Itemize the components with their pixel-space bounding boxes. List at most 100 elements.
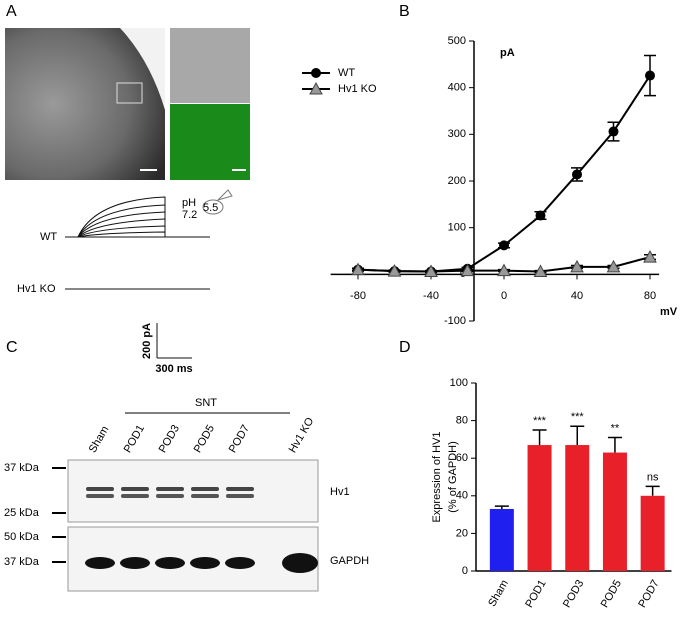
band <box>86 494 114 498</box>
x-tick-label: POD5 <box>599 578 624 610</box>
bar <box>489 508 514 571</box>
panel-label: C <box>6 339 18 356</box>
data-point <box>606 259 621 273</box>
marker-label: 25 kDa <box>4 507 40 519</box>
iv-chart: -1000100200300400500-80-4004080pAmVWTHv1… <box>302 35 678 327</box>
band <box>191 487 219 491</box>
y-tick-label: 300 <box>448 128 466 140</box>
panel-label: A <box>6 3 17 20</box>
band <box>226 494 254 498</box>
lane-label: POD3 <box>157 423 182 455</box>
lane-label: POD7 <box>227 423 252 455</box>
significance-label: ** <box>611 422 620 434</box>
bar <box>602 452 627 571</box>
lane-label: POD1 <box>122 423 147 455</box>
current-traces <box>65 196 210 359</box>
band <box>120 557 150 569</box>
band <box>226 487 254 491</box>
x-tick-label: POD7 <box>636 578 661 610</box>
x-tick-label: POD1 <box>523 578 548 610</box>
y-tick-label: 80 <box>456 415 468 427</box>
error-bar <box>607 436 622 453</box>
bar-chart: 0 20 40 60 80 100 Expression of HV1 (% of GAPDH… <box>431 377 672 610</box>
ph-icon <box>202 199 224 215</box>
error-bar <box>570 425 585 446</box>
band <box>121 487 149 491</box>
legend-marker <box>311 68 321 78</box>
trace-label: WT <box>40 231 57 243</box>
band <box>156 494 184 498</box>
y-axis-label: (% of GAPDH) <box>447 441 459 513</box>
y-tick-label: -100 <box>444 315 466 327</box>
legend-label: WT <box>338 67 355 79</box>
inset-box <box>116 82 143 104</box>
data-point <box>499 240 509 251</box>
band <box>156 487 184 491</box>
error-bar <box>645 485 660 496</box>
data-point <box>387 264 402 277</box>
micrograph-edge <box>120 28 165 110</box>
panel-label: B <box>399 3 410 20</box>
lane-label: Sham <box>87 424 112 455</box>
y-tick-label: 60 <box>456 452 468 464</box>
data-point <box>570 259 584 273</box>
brightfield-image <box>170 28 250 103</box>
y-tick-label: 200 <box>448 175 466 187</box>
error-bar <box>532 429 547 446</box>
y-tick-label: 500 <box>448 35 466 47</box>
data-point <box>608 126 619 137</box>
y-tick-label: 100 <box>450 377 468 389</box>
data-point <box>424 264 438 278</box>
bar <box>527 445 552 571</box>
x-tick-label: -80 <box>350 290 366 302</box>
panel-label: D <box>399 339 411 356</box>
y-tick-label: 400 <box>448 82 466 94</box>
group-label: SNT <box>195 397 217 409</box>
x-axis-label: mV <box>660 306 678 318</box>
band <box>190 557 220 569</box>
error-bar <box>494 505 509 509</box>
x-tick-label: Sham <box>486 578 511 609</box>
marker-label: 50 kDa <box>4 531 40 543</box>
y-tick-label: 100 <box>448 222 466 234</box>
y-axis-label: Expression of HV1 <box>431 431 443 522</box>
micrograph <box>5 28 165 180</box>
data-point <box>535 210 546 221</box>
data-point <box>497 263 511 277</box>
data-point <box>643 250 657 263</box>
lane-label: Hv1 KO <box>287 415 317 455</box>
band <box>191 494 219 498</box>
marker-label: 37 kDa <box>4 462 40 474</box>
significance-label: *** <box>571 411 585 423</box>
marker-label: 37 kDa <box>4 556 40 568</box>
trace-label: Hv1 KO <box>17 283 56 295</box>
data-point <box>460 263 475 277</box>
x-tick-label: 0 <box>501 290 507 302</box>
significance-label: *** <box>533 415 547 427</box>
y-axis-label: pA <box>500 47 515 59</box>
bar <box>640 495 665 571</box>
band <box>225 557 255 569</box>
fluorescence-image <box>170 104 250 180</box>
band <box>85 557 115 569</box>
legend-marker <box>309 81 323 95</box>
y-tick-label: 40 <box>456 490 468 502</box>
lane-label: POD5 <box>192 423 217 455</box>
ph-label: pH <box>182 197 196 209</box>
data-point <box>645 70 655 81</box>
ph-icon <box>216 189 233 202</box>
ph-value: 7.2 <box>182 209 197 221</box>
y-tick-label: 20 <box>456 527 468 539</box>
significance-label: ns <box>647 471 659 483</box>
x-tick-label: POD3 <box>561 578 586 610</box>
band <box>282 553 318 573</box>
band-label: GAPDH <box>330 555 369 567</box>
x-tick-label: -40 <box>423 290 439 302</box>
y-tick-label: 0 <box>462 565 468 577</box>
scale-label: 200 pA <box>141 323 153 359</box>
x-tick-label: 40 <box>571 290 583 302</box>
band-label: Hv1 <box>330 486 350 498</box>
data-point <box>533 264 548 278</box>
bar <box>565 445 590 571</box>
scale-label: 300 ms <box>155 363 192 375</box>
